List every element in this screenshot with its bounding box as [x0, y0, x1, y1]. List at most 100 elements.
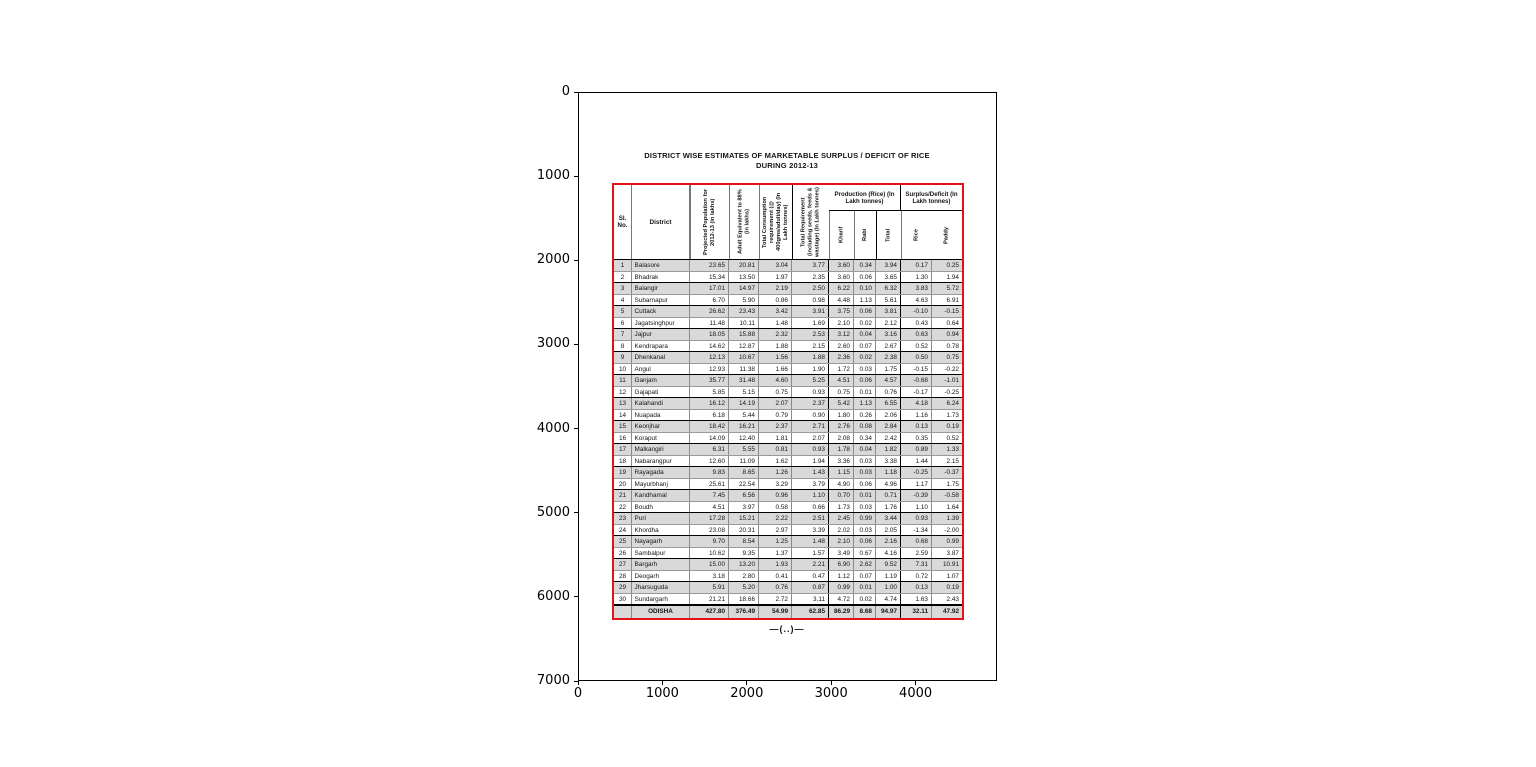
cell-value: 0.04	[854, 444, 876, 455]
cell-value: 5.55	[729, 444, 759, 455]
cell-value: 9.35	[729, 547, 759, 558]
cell-value: 0.64	[946, 319, 959, 327]
cell-district: Gajapati	[632, 386, 690, 397]
cell-value: 0.06	[854, 306, 876, 317]
cell-value: 4.60	[759, 375, 792, 386]
cell-value: 0.13	[901, 582, 932, 593]
cell-value: 0.71	[876, 490, 901, 501]
cell-value: 1.30	[901, 271, 932, 282]
cell-value: 6.24	[946, 400, 959, 407]
y-axis-tick-mark	[574, 343, 578, 345]
cell-value: 1.43	[792, 467, 829, 478]
cell-district: Keonjhar	[632, 421, 690, 432]
cell-value: 4.96	[876, 478, 901, 489]
cell-value: 9.52	[876, 559, 901, 570]
cell-value: 8.65	[729, 467, 759, 478]
cell-value: 15.34	[690, 271, 729, 282]
table-row: 30 Sundargarh 21.21 18.66 2.72 3.11 4.72 0.02 4.…	[614, 593, 962, 605]
cell-value: 14.19	[729, 398, 759, 409]
cell-value: 1.19	[876, 570, 901, 581]
cell-value: -0.15	[901, 363, 932, 374]
cell-value: 2.21	[792, 559, 829, 570]
cell-value: 1.64	[946, 503, 959, 511]
cell-value: 15.00	[690, 559, 729, 570]
cell-value: 0.99	[829, 582, 854, 593]
cell-value: 1.18	[876, 467, 901, 478]
cell-value: 0.06	[854, 478, 876, 489]
cell-value: 0.03	[854, 363, 876, 374]
cell-value: 6.22	[829, 283, 854, 294]
cell-value: 20.81	[729, 260, 759, 271]
cell-district: Malkangiri	[632, 444, 690, 455]
x-axis-tick-mark	[661, 681, 663, 685]
cell-value: 0.06	[854, 536, 876, 547]
cell-value: 0.76	[876, 386, 901, 397]
cell-value: 32.11	[901, 606, 932, 618]
cell-value: 0.99	[854, 513, 876, 524]
cell-sl-no: 3	[614, 283, 632, 294]
cell-value: 3.83	[901, 283, 932, 294]
cell-value: 0.90	[792, 409, 829, 420]
header-district: District	[632, 185, 690, 259]
cell-value: 10.62	[690, 547, 729, 558]
cell-district: Subarnapur	[632, 294, 690, 305]
cell-value: 86.29	[829, 606, 854, 618]
cell-value: 94.97	[876, 606, 901, 618]
cell-value: 1.62	[759, 455, 792, 466]
cell-district: Kalahandi	[632, 398, 690, 409]
cell-sl-no: 13	[614, 398, 632, 409]
cell-district: Jajpur	[632, 329, 690, 340]
cell-value: 1.97	[759, 271, 792, 282]
cell-value: 4.74	[876, 593, 901, 604]
cell-value: 2.37	[792, 398, 829, 409]
cell-value: 5.72	[946, 285, 959, 292]
cell-value: 1.10	[792, 490, 829, 501]
cell-value: 1.10	[901, 501, 932, 512]
cell-value: 6.70	[690, 294, 729, 305]
header-projected-population: Projected Population for 2012-13 (in lak…	[690, 185, 729, 259]
x-axis-tick-mark	[746, 681, 748, 685]
x-axis-tick-label: 1000	[645, 686, 679, 701]
cell-value: 6.18	[690, 409, 729, 420]
cell-value: 2.50	[792, 283, 829, 294]
cell-value: 1.25	[759, 536, 792, 547]
cell-value: 6.32	[876, 283, 901, 294]
y-axis-tick-mark	[574, 596, 578, 598]
cell-value: 4.72	[829, 593, 854, 604]
cell-value: 13.20	[729, 559, 759, 570]
cell-value: 1.72	[829, 363, 854, 374]
cell-value: 14.62	[690, 340, 729, 351]
table-row: 24 Khordha 23.08 20.31 2.97 3.39 2.02 0.03 2.05-…	[614, 524, 962, 536]
cell-value: 1.13	[854, 398, 876, 409]
cell-value: 0.86	[759, 294, 792, 305]
cell-value: 6.91	[946, 296, 959, 304]
cell-value: 1.76	[876, 501, 901, 512]
cell-value: 3.16	[876, 329, 901, 340]
cell-value: 3.29	[759, 478, 792, 489]
cell-value: 5.61	[876, 294, 901, 305]
cell-district: Bargarh	[632, 559, 690, 570]
cell-value: 1.07	[946, 572, 959, 580]
cell-value: 0.01	[854, 490, 876, 501]
cell-sl-no: 28	[614, 570, 632, 581]
cell-value: 0.72	[901, 570, 932, 581]
cell-sl-no: 24	[614, 524, 632, 535]
cell-value: 14.97	[729, 283, 759, 294]
cell-value: 16.12	[690, 398, 729, 409]
table-row: 19 Rayagada 9.83 8.65 1.26 1.43 1.15 0.03 1.18 -0…	[614, 467, 962, 479]
cell-sl-no: 9	[614, 352, 632, 363]
x-axis-tick-label: 2000	[730, 686, 764, 701]
cell-value: 2.36	[829, 352, 854, 363]
cell-value: 0.13	[901, 421, 932, 432]
cell-value: 2.02	[829, 524, 854, 535]
cell-value: 47.92	[943, 608, 959, 615]
cell-value: 3.36	[829, 455, 854, 466]
cell-value: 11.09	[729, 455, 759, 466]
cell-value: 3.42	[759, 306, 792, 317]
y-axis-tick-label: 6000	[536, 588, 570, 604]
cell-value: 7.45	[690, 490, 729, 501]
cell-sl-no: 11	[614, 375, 632, 386]
cell-value: 5.15	[729, 386, 759, 397]
cell-value: 23.65	[690, 260, 729, 271]
